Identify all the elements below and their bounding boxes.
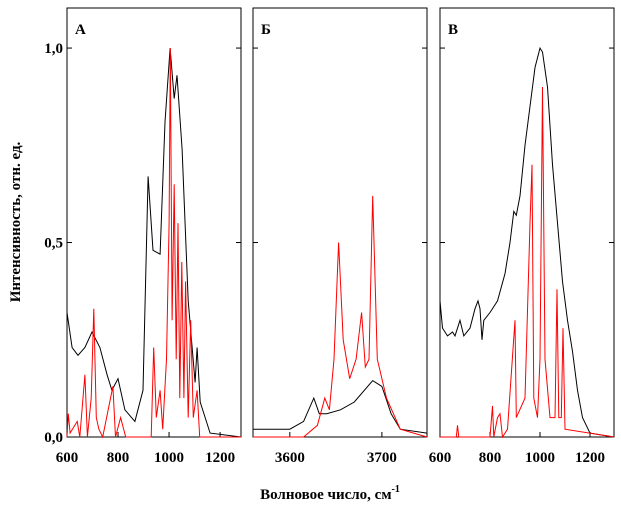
spectrum-line <box>66 48 242 438</box>
y-tick-label: 0,5 <box>44 236 63 252</box>
y-axis-label: Интенсивность, отн. ед. <box>8 141 24 302</box>
x-tick-label: 600 <box>56 450 79 466</box>
x-tick-label: 800 <box>107 450 130 466</box>
x-axis-label-sup: -1 <box>392 484 400 495</box>
panel-label: Б <box>261 22 271 38</box>
spectrum-line <box>439 46 615 438</box>
x-tick-label: 1000 <box>525 450 555 466</box>
x-tick-label: 3600 <box>275 450 305 466</box>
x-tick-label: 1000 <box>154 450 184 466</box>
x-tick-label: 1200 <box>575 450 605 466</box>
spectrum-line <box>253 195 428 438</box>
x-axis-label: Волновое число, см-1 <box>260 484 400 503</box>
panel-label: В <box>448 22 458 38</box>
panel-label: А <box>75 22 86 38</box>
x-tick-label: 600 <box>429 450 452 466</box>
spectrum-line <box>253 379 428 434</box>
spectrum-line <box>66 48 241 439</box>
y-tick-label: 0,0 <box>44 430 63 446</box>
x-axis-label-text: Волновое число, см <box>260 487 391 503</box>
plot-frame <box>439 7 615 438</box>
x-tick-label: 800 <box>479 450 502 466</box>
plot-frame <box>252 7 428 438</box>
plot-frame <box>66 7 242 438</box>
spectrum-line <box>440 86 615 439</box>
x-tick-label: 1200 <box>205 450 235 466</box>
x-tick-label: 3700 <box>367 450 397 466</box>
y-tick-label: 1,0 <box>44 41 63 57</box>
